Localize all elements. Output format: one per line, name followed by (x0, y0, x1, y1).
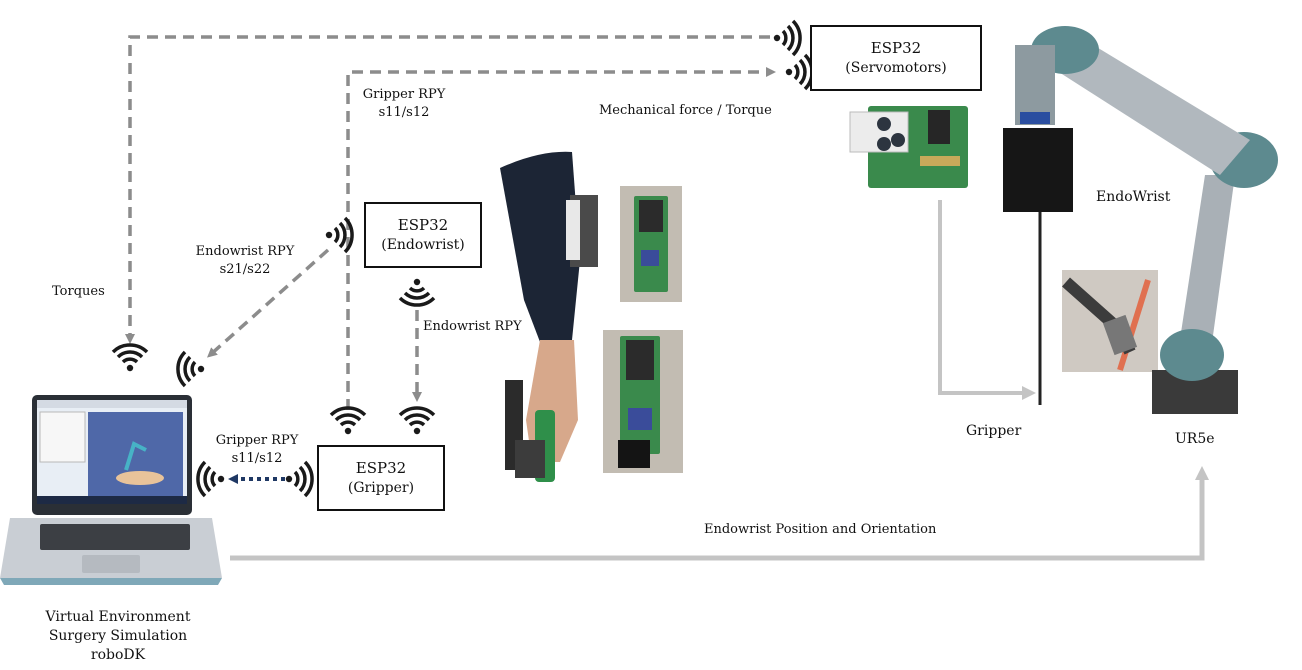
ur5e-label: UR5e (1175, 431, 1215, 447)
torques-label: Torques (52, 284, 105, 299)
arm-with-sensors-image (500, 151, 598, 482)
esp32-gripper-node: ESP32 (Gripper) (317, 445, 445, 511)
esp32-endowrist-node: ESP32 (Endowrist) (364, 202, 482, 268)
servomotor-to-gripper-arrow (938, 200, 1036, 400)
laptop-image (0, 395, 222, 585)
esp32-servomotors-node: ESP32 (Servomotors) (810, 25, 982, 91)
laptop-caption: Virtual Environment Surgery Simulation r… (20, 608, 216, 665)
position-orientation-arrow (230, 466, 1209, 561)
wifi-icon-laptop-torques (111, 343, 149, 373)
label-line: s11/s12 (378, 105, 430, 120)
endowrist-rpy-label: Endowrist RPY s21/s22 (186, 243, 304, 279)
gripper-label: Gripper (966, 423, 1022, 439)
wifi-icon-endowrist-down (398, 277, 436, 307)
endowrist-rpy-mid-label: Endowrist RPY (423, 319, 522, 334)
ur5e-robot-image (1003, 26, 1278, 414)
node-subtitle: (Servomotors) (845, 60, 947, 76)
gripper-rpy-top-label: Gripper RPY s11/s12 (352, 86, 456, 122)
position-orientation-label: Endowrist Position and Orientation (704, 522, 937, 537)
node-title: ESP32 (870, 39, 922, 57)
mechanical-force-label: Mechanical force / Torque (599, 103, 772, 118)
endowrist-rpy-diagonal-arrow (207, 248, 330, 358)
torques-arrow (125, 35, 770, 344)
caption-line: Virtual Environment (45, 609, 191, 625)
wifi-icon-gripper-receive (398, 406, 436, 436)
label-line: Endowrist RPY (195, 244, 295, 259)
label-line: s11/s12 (231, 451, 283, 466)
gripper-rpy-bottom-label: Gripper RPY s11/s12 (205, 432, 309, 468)
node-title: ESP32 (355, 459, 407, 477)
sensor-board-top-image (620, 186, 682, 302)
endowrist-label: EndoWrist (1096, 189, 1171, 205)
caption-line: roboDK (90, 647, 146, 663)
node-subtitle: (Endowrist) (381, 237, 465, 253)
label-line: s21/s22 (219, 262, 271, 277)
wifi-icon-laptop-endowrist (176, 350, 206, 388)
sensor-board-bottom-image (603, 330, 683, 473)
label-line: Gripper RPY (362, 87, 446, 102)
endowrist-tool-image (1062, 270, 1158, 372)
label-line: Gripper RPY (215, 433, 299, 448)
node-subtitle: (Gripper) (347, 480, 415, 496)
node-title: ESP32 (397, 216, 449, 234)
wifi-icon-servo-bottom (784, 53, 814, 91)
wifi-icon-endowrist-left (324, 216, 354, 254)
caption-line: Surgery Simulation (48, 628, 188, 644)
wifi-icon-servo-top (772, 19, 802, 57)
wifi-icon-gripper-up (329, 406, 367, 436)
servomotor-board-image (849, 106, 968, 188)
gripper-rpy-top-arrow (346, 67, 776, 410)
